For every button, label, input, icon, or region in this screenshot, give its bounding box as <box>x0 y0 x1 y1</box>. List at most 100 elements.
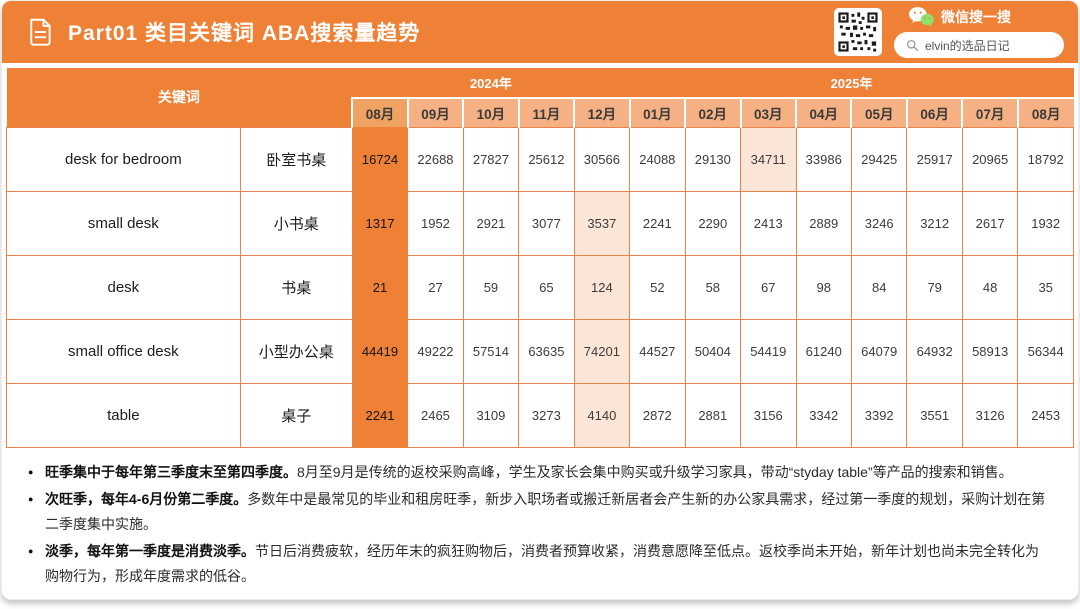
wechat-search-label: 微信搜一搜 <box>941 8 1011 25</box>
table-row: small desk 小书桌 1317 1952 2921 3077 3537 2241 229… <box>6 190 1074 256</box>
month-header-10: 06月 <box>905 97 963 127</box>
value-cell: 52 <box>629 254 686 320</box>
keyword-column-header: 关键词 <box>6 68 353 127</box>
value-cell: 27 <box>407 254 464 320</box>
year-header-row: 关键词 2024年 2025年 <box>6 68 1074 127</box>
year-header-2025: 2025年 <box>629 68 1074 98</box>
page-title: Part01 类目关键词 ABA搜索量趋势 <box>68 22 421 45</box>
value-cell: 3077 <box>518 190 575 256</box>
keyword-en: table <box>6 382 241 448</box>
value-cell: 79 <box>906 254 963 320</box>
value-cell: 3551 <box>906 382 963 448</box>
value-cell: 2241 <box>351 382 409 448</box>
value-cell: 3537 <box>573 190 631 256</box>
month-header-row: 08月 09月 10月 11月 12月 01月 02月 03月 04月 05月 06月 07月 08月 <box>7 97 1074 127</box>
table-row: table 桌子 2241 2465 3109 3273 4140 2872 2881 3156 3… <box>6 382 1074 448</box>
value-cell: 2413 <box>740 190 797 256</box>
month-header-5: 01月 <box>628 97 686 127</box>
keyword-cn: 卧室书桌 <box>239 126 353 192</box>
value-cell: 58 <box>684 254 742 320</box>
value-cell: 44527 <box>629 318 686 384</box>
value-cell: 21 <box>351 254 409 320</box>
keyword-en: desk <box>6 254 241 320</box>
value-cell: 2872 <box>629 382 686 448</box>
search-input[interactable]: elvin的选品日记 <box>894 32 1064 58</box>
month-header-3: 11月 <box>517 97 575 127</box>
value-cell: 48 <box>961 254 1019 320</box>
value-cell: 58913 <box>961 318 1019 384</box>
value-cell: 63635 <box>518 318 575 384</box>
month-header-1: 09月 <box>406 97 464 127</box>
value-cell: 56344 <box>1017 318 1074 384</box>
month-header-8: 04月 <box>794 97 852 127</box>
keyword-en: small office desk <box>6 318 241 384</box>
month-header-12: 08月 <box>1016 97 1074 127</box>
value-cell: 2881 <box>684 382 742 448</box>
value-cell: 34711 <box>740 126 797 192</box>
month-header-2: 10月 <box>462 97 519 127</box>
value-cell: 57514 <box>462 318 520 384</box>
value-cell: 25612 <box>518 126 575 192</box>
keyword-trend-table: 关键词 2024年 2025年 08月 09月 10月 11月 12月 01月 02月 03月… <box>6 68 1074 448</box>
value-cell: 2465 <box>407 382 464 448</box>
note-text: 节日后消费疲软，经历年末的疯狂购物后，消费者预算收紧，消费意愿降至低点。返校季尚… <box>45 542 1039 584</box>
month-header-9: 05月 <box>850 97 907 127</box>
value-cell: 3212 <box>906 190 963 256</box>
table-row: desk 书桌 21 27 59 65 124 52 58 67 98 84 79 48 35 <box>6 254 1074 320</box>
keyword-cn: 小书桌 <box>239 190 353 256</box>
table-row: small office desk 小型办公桌 44419 49222 57514 636… <box>6 318 1074 384</box>
note-lead: 淡季，每年第一季度是消费淡季。 <box>45 542 255 559</box>
value-cell: 2889 <box>795 190 852 256</box>
value-cell: 20965 <box>961 126 1019 192</box>
keyword-table-wrap: 关键词 2024年 2025年 08月 09月 10月 11月 12月 01月 02月 03月… <box>2 63 1078 448</box>
search-input-text: elvin的选品日记 <box>925 38 1010 53</box>
value-cell: 3126 <box>961 382 1019 448</box>
table-row: desk for bedroom 卧室书桌 16724 22688 27827 25612… <box>6 126 1074 192</box>
value-cell: 35 <box>1017 254 1074 320</box>
value-cell: 1317 <box>351 190 409 256</box>
value-cell: 49222 <box>407 318 464 384</box>
value-cell: 2617 <box>961 190 1019 256</box>
value-cell: 74201 <box>573 318 631 384</box>
value-cell: 2290 <box>684 190 742 256</box>
note-item: 淡季，每年第一季度是消费淡季。节日后消费疲软，经历年末的疯狂购物后，消费者预算收… <box>28 539 1048 589</box>
value-cell: 24088 <box>629 126 686 192</box>
value-cell: 3392 <box>850 382 908 448</box>
keyword-cn: 小型办公桌 <box>239 318 353 384</box>
value-cell: 22688 <box>407 126 464 192</box>
value-cell: 2921 <box>462 190 520 256</box>
value-cell: 18792 <box>1017 126 1074 192</box>
month-header-6: 02月 <box>684 97 741 127</box>
analysis-notes: 旺季集中于每年第三季度末至第四季度。8月至9月是传统的返校采购高峰，学生及家长会… <box>2 448 1078 589</box>
month-header-11: 07月 <box>961 97 1018 127</box>
search-icon <box>906 39 919 51</box>
value-cell: 2453 <box>1017 382 1074 448</box>
note-text: 8月至9月是传统的返校采购高峰，学生及家长会集中购买或升级学习家具，带动“sty… <box>297 463 1013 480</box>
value-cell: 1932 <box>1017 190 1074 256</box>
value-cell: 3273 <box>518 382 575 448</box>
keyword-cn: 桌子 <box>239 382 353 448</box>
year-header-2024: 2024年 <box>352 68 630 98</box>
wechat-icon <box>908 7 934 27</box>
value-cell: 54419 <box>740 318 797 384</box>
value-cell: 30566 <box>573 126 631 192</box>
note-text: 多数年中是最常见的毕业和租房旺季，新步入职场者或搬迁新居者会产生新的办公家具需求… <box>45 490 1046 532</box>
value-cell: 61240 <box>795 318 852 384</box>
value-cell: 124 <box>573 254 631 320</box>
value-cell: 67 <box>740 254 797 320</box>
value-cell: 33986 <box>795 126 852 192</box>
value-cell: 44419 <box>351 318 409 384</box>
document-icon <box>30 18 51 46</box>
value-cell: 3246 <box>850 190 908 256</box>
value-cell: 4140 <box>573 382 631 448</box>
note-item: 次旺季，每年4-6月份第二季度。多数年中是最常见的毕业和租房旺季，新步入职场者或… <box>28 487 1048 537</box>
value-cell: 3342 <box>795 382 852 448</box>
month-header-0: 08月 <box>351 97 408 127</box>
value-cell: 27827 <box>462 126 520 192</box>
wechat-search-block: 微信搜一搜 elvin的选品日记 <box>894 6 1064 58</box>
value-cell: 3156 <box>740 382 797 448</box>
wechat-row: 微信搜一搜 <box>894 6 1011 27</box>
value-cell: 25917 <box>906 126 963 192</box>
value-cell: 59 <box>462 254 520 320</box>
